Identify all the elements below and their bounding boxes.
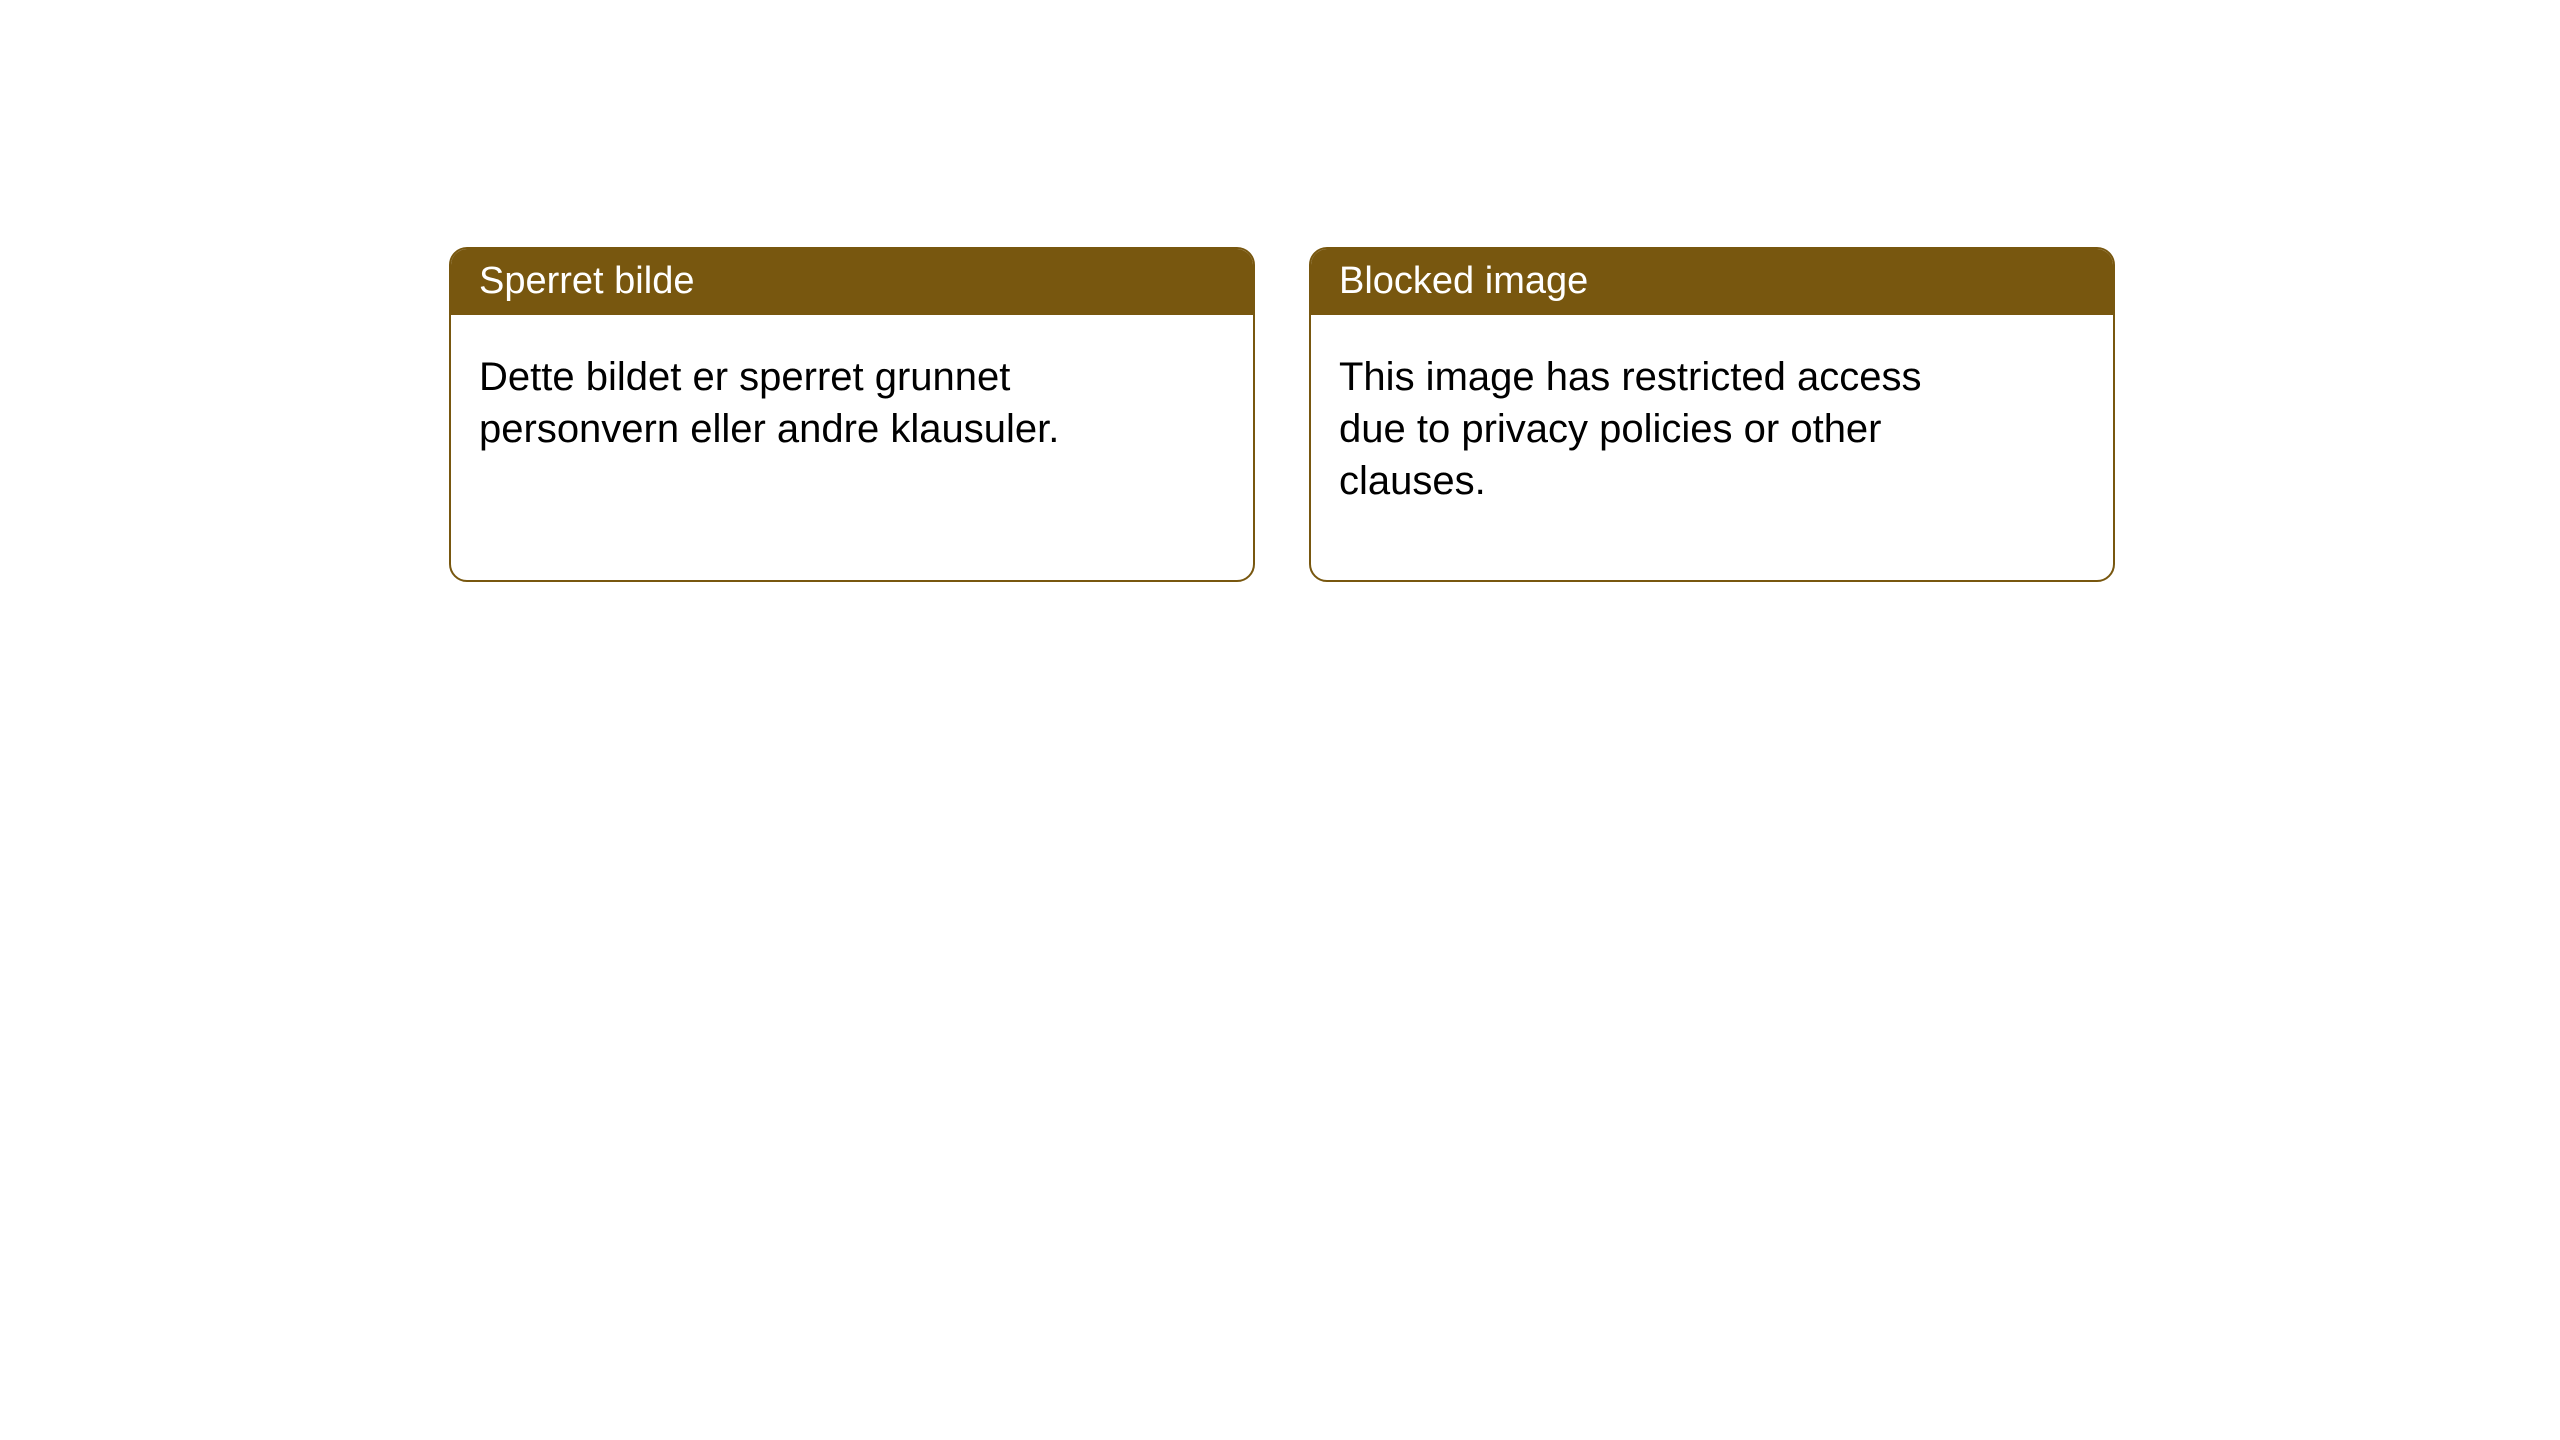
card-header: Sperret bilde <box>451 249 1253 315</box>
card-message: This image has restricted access due to … <box>1339 355 1921 503</box>
card-header: Blocked image <box>1311 249 2113 315</box>
notice-card-norwegian: Sperret bilde Dette bildet er sperret gr… <box>449 247 1255 582</box>
card-message: Dette bildet er sperret grunnet personve… <box>479 355 1059 451</box>
card-title: Sperret bilde <box>479 260 694 302</box>
notice-container: Sperret bilde Dette bildet er sperret gr… <box>449 247 2115 582</box>
card-body: This image has restricted access due to … <box>1311 315 1991 543</box>
card-title: Blocked image <box>1339 260 1588 302</box>
card-body: Dette bildet er sperret grunnet personve… <box>451 315 1131 491</box>
notice-card-english: Blocked image This image has restricted … <box>1309 247 2115 582</box>
